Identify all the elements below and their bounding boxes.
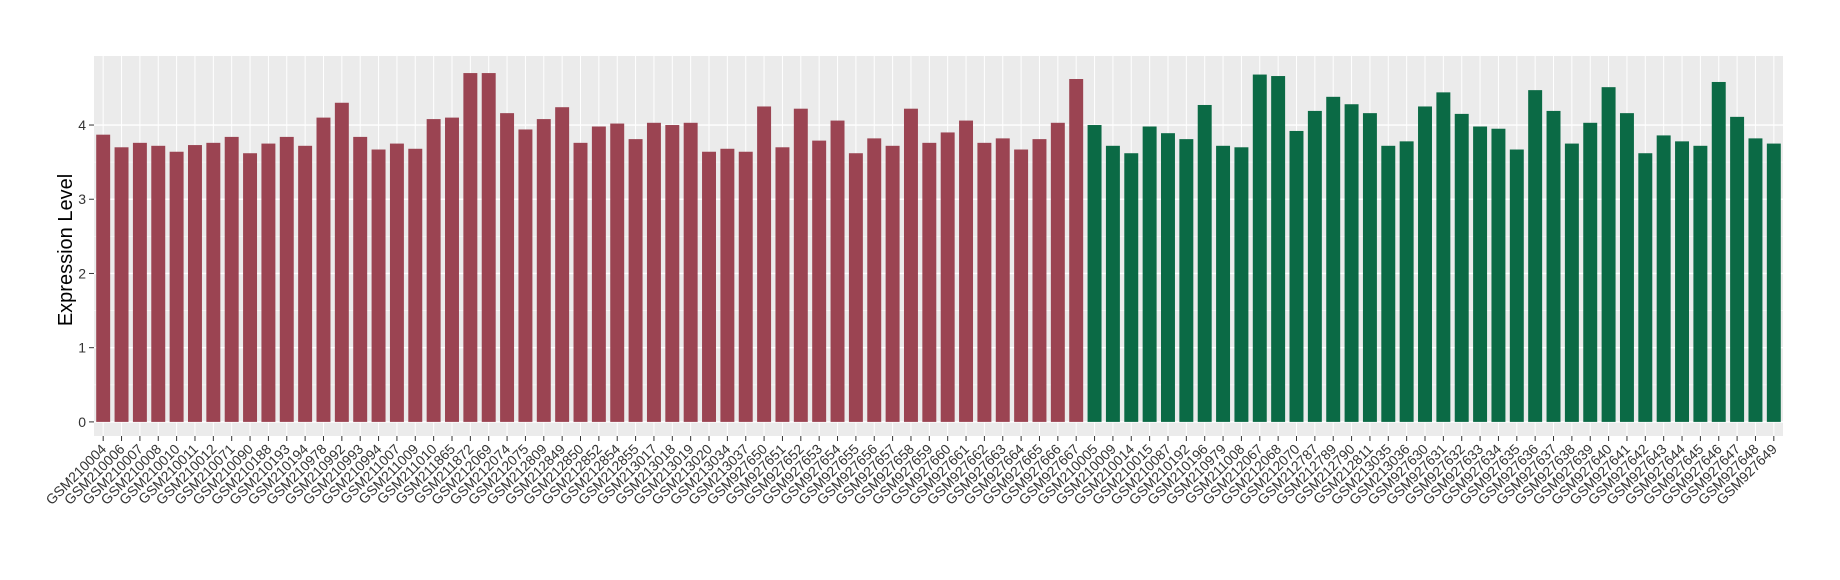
bar: [720, 148, 735, 422]
bar: [867, 138, 882, 422]
bar: [555, 107, 570, 422]
bar: [775, 147, 790, 422]
bar: [1638, 153, 1653, 422]
bar: [1142, 126, 1157, 422]
bar: [316, 117, 331, 422]
bar: [959, 120, 974, 422]
bar: [1216, 145, 1231, 422]
bar: [500, 113, 515, 422]
bar: [334, 102, 349, 422]
bar: [132, 142, 147, 422]
bar: [1473, 126, 1488, 422]
bar: [793, 108, 808, 422]
bar: [224, 136, 239, 422]
bar: [830, 120, 845, 422]
bar: [408, 148, 423, 422]
bar: [1546, 110, 1561, 422]
bar: [1675, 141, 1690, 422]
bar: [353, 136, 368, 422]
bar: [702, 151, 716, 422]
bar: [1656, 135, 1671, 422]
bar: [481, 73, 496, 422]
bar: [1344, 104, 1359, 422]
bar: [940, 132, 955, 422]
bar: [1032, 139, 1047, 422]
bar: [389, 143, 404, 422]
bar: [922, 142, 937, 422]
y-tick-label: 3: [78, 191, 86, 207]
bar: [151, 145, 166, 422]
bar: [1179, 139, 1194, 422]
bar: [1564, 143, 1579, 422]
y-axis-label: Expression Level: [55, 174, 77, 326]
bar: [1399, 141, 1414, 422]
bar: [243, 153, 258, 422]
bar: [573, 142, 588, 422]
bar: [1528, 90, 1543, 422]
bar: [518, 129, 533, 422]
bar: [298, 145, 313, 422]
bar: [1087, 125, 1102, 422]
bar: [1748, 138, 1763, 422]
bar: [903, 108, 918, 422]
bar: [187, 145, 202, 422]
bar: [536, 119, 551, 422]
bar: [812, 140, 827, 422]
bar: [683, 122, 698, 422]
bar: [371, 149, 386, 422]
bar: [1161, 133, 1175, 422]
bar: [591, 126, 606, 422]
y-tick-label: 1: [78, 340, 86, 356]
bar: [1601, 87, 1616, 422]
bar: [279, 136, 294, 422]
bar: [1197, 104, 1212, 422]
bar: [1418, 106, 1432, 422]
bar: [1509, 149, 1524, 422]
bar: [995, 138, 1010, 422]
bar: [1619, 113, 1634, 422]
bar: [206, 142, 221, 422]
bar: [1454, 113, 1469, 422]
y-tick-label: 4: [78, 117, 86, 133]
bar: [1050, 122, 1065, 422]
bar: [114, 147, 129, 422]
bar: [1105, 145, 1120, 422]
bar: [1766, 143, 1781, 422]
bar: [1693, 145, 1708, 422]
bar: [885, 145, 900, 422]
bar: [445, 117, 459, 422]
bar: [426, 119, 441, 422]
bar: [757, 106, 772, 422]
bar: [628, 139, 643, 422]
bar: [1252, 74, 1267, 422]
bar: [1711, 81, 1726, 422]
bar: [977, 142, 992, 422]
bar: [1014, 149, 1029, 422]
bar: [848, 153, 863, 422]
bar: [1234, 147, 1249, 422]
bar: [1436, 92, 1451, 422]
bar: [96, 134, 111, 422]
bar: [463, 73, 478, 422]
bar: [1307, 110, 1322, 422]
bar: [646, 122, 661, 422]
y-tick-label: 2: [78, 265, 86, 281]
bar: [1381, 145, 1396, 422]
bar: [1289, 130, 1304, 422]
bar: [169, 151, 184, 422]
y-tick-label: 0: [78, 414, 86, 430]
bar: [665, 125, 680, 422]
bar: [1730, 116, 1745, 422]
bar: [738, 151, 753, 422]
bar: [1583, 122, 1598, 422]
bar: [610, 123, 625, 422]
bar: [261, 143, 276, 422]
bar: [1124, 153, 1139, 422]
bar: [1362, 113, 1377, 422]
bar: [1069, 79, 1084, 422]
bar: [1326, 96, 1341, 422]
bar: [1491, 128, 1506, 422]
bar: [1271, 76, 1286, 422]
